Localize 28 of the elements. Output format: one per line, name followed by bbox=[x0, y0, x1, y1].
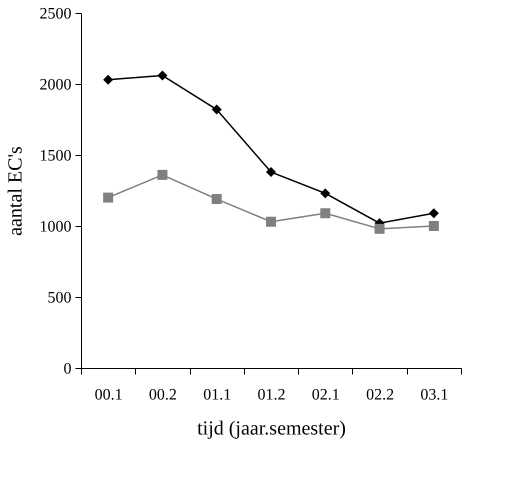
y-tick-label: 2000 bbox=[40, 76, 72, 94]
point bbox=[428, 208, 439, 218]
x-axis-title: tijd (jaar.semester) bbox=[197, 418, 346, 440]
y-axis-title: aantal EC's bbox=[4, 146, 26, 236]
y-tick-label: 2500 bbox=[40, 6, 72, 22]
point bbox=[428, 221, 439, 231]
y-tick-label: 1000 bbox=[40, 218, 72, 236]
point bbox=[157, 70, 168, 80]
point bbox=[157, 170, 168, 180]
y-tick-label: 1500 bbox=[40, 148, 72, 164]
x-tick-label: 01.1 bbox=[203, 386, 232, 404]
x-tick-label: 02.2 bbox=[366, 386, 394, 404]
x-tick-label: 02.1 bbox=[312, 386, 340, 404]
y-tick-label: 500 bbox=[48, 290, 72, 306]
y-tick-label: 0 bbox=[64, 360, 72, 378]
point bbox=[320, 188, 330, 198]
x-tick-label: 00.2 bbox=[148, 386, 177, 404]
x-tick-label: 01.2 bbox=[258, 386, 286, 404]
point bbox=[266, 167, 276, 178]
x-tick-label: 00.1 bbox=[94, 386, 123, 404]
point bbox=[103, 192, 114, 203]
point bbox=[103, 74, 114, 85]
point bbox=[266, 216, 276, 227]
point bbox=[374, 224, 385, 234]
point bbox=[212, 194, 222, 204]
point bbox=[320, 208, 330, 218]
point bbox=[212, 104, 222, 115]
x-tick-label: 03.1 bbox=[420, 386, 448, 404]
